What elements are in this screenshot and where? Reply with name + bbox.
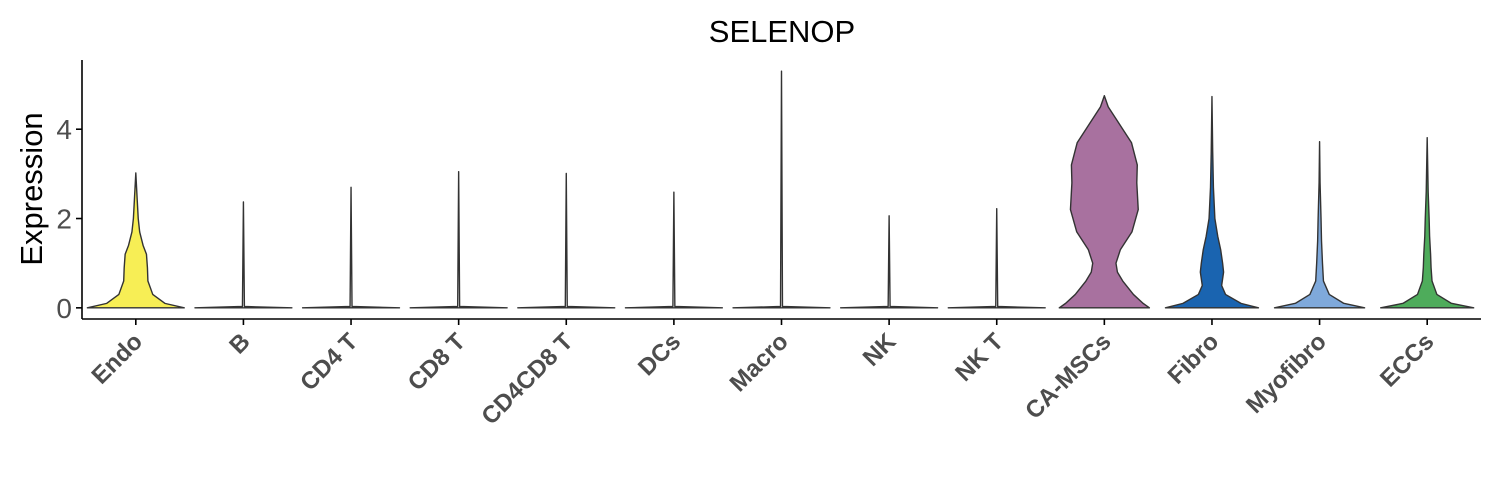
x-tick-label: B [224, 328, 255, 359]
x-tick-label: CD8 T [403, 328, 471, 396]
y-ticks: 0 2 4 [56, 114, 82, 324]
violin-ca-mscs [1058, 95, 1151, 309]
x-tick-label: ECCs [1375, 328, 1439, 392]
x-tick-label: Fibro [1163, 328, 1225, 390]
x-tick-label: DCs [633, 328, 686, 381]
violin-macro [732, 70, 831, 309]
violin-endo [86, 172, 185, 309]
violin-cd4cd8-t [517, 172, 616, 309]
x-tick-label: Myofibro [1241, 328, 1332, 419]
y-tick-label: 4 [56, 114, 72, 145]
x-tick-label: NK T [950, 328, 1009, 387]
x-ticks: Endo B CD4 T CD8 T CD4CD8 T DCs Macro NK NK T CA-… [87, 319, 1439, 430]
violin-dcs [624, 191, 724, 309]
x-tick-label: Endo [87, 328, 149, 390]
chart-title: SELENOP [709, 14, 855, 49]
violin-nk [839, 215, 939, 309]
x-tick-label: CA-MSCs [1020, 328, 1116, 424]
y-tick-label: 2 [56, 204, 72, 235]
y-axis-label: Expression [14, 112, 49, 265]
violin-b [194, 201, 293, 309]
violin-nk-t [947, 208, 1046, 309]
x-tick-label: Macro [725, 328, 794, 397]
violin-cd4-t [301, 186, 401, 309]
violins-layer [86, 70, 1475, 309]
violin-fibro [1164, 95, 1260, 309]
x-tick-label: CD4CD8 T [476, 328, 578, 430]
x-tick-label: CD4 T [295, 328, 363, 396]
violin-myofibro [1273, 141, 1366, 309]
x-tick-label: NK [858, 328, 902, 372]
y-tick-label: 0 [56, 293, 72, 324]
violin-eccs [1380, 137, 1475, 309]
violin-cd8-t [409, 170, 508, 309]
